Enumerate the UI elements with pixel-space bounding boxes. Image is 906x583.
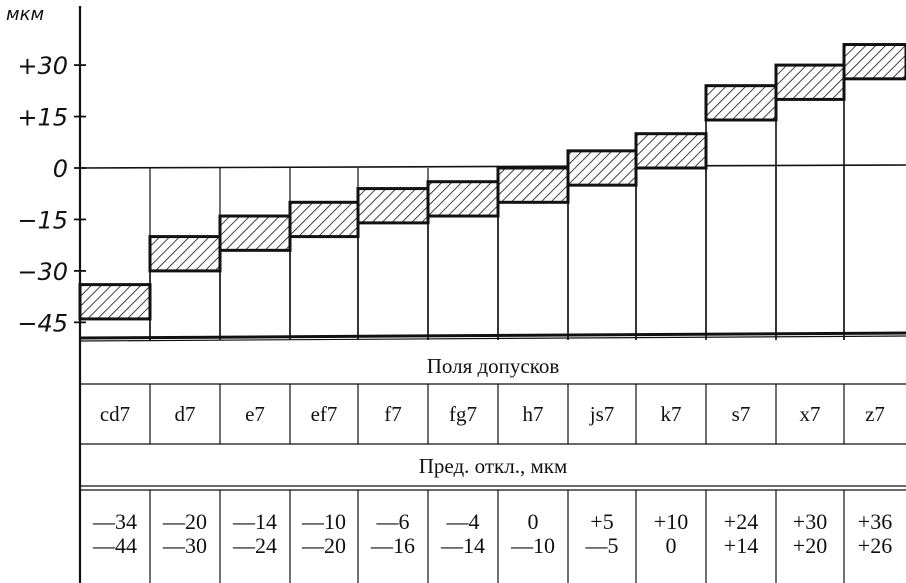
deviation-cell: —34 —44 — [80, 508, 150, 564]
field-name-cell: fg7 — [449, 402, 477, 426]
tolerance-field-bar — [148, 235, 222, 273]
lower-deviation: +26 — [857, 533, 893, 558]
deviation-cell: —4 —14 — [428, 508, 498, 564]
deviation-cell: 0 —10 — [498, 508, 568, 564]
upper-deviation: —20 — [163, 509, 207, 534]
deviations-row: —34 —44 —20 —30 —14 —24 —10 —20 —6 —16 —4 —14 0 —10 +5… — [80, 508, 906, 564]
lower-deviation: —14 — [441, 533, 485, 558]
deviation-cell: —14 —24 — [220, 508, 290, 564]
upper-deviation: +5 — [590, 509, 614, 534]
tolerance-field-bar — [78, 283, 152, 321]
field-name-cell: d7 — [174, 402, 196, 426]
tolerance-field-bar — [634, 132, 708, 170]
lower-deviation: —20 — [302, 533, 346, 558]
tolerance-field-bar — [218, 214, 292, 252]
diagram-baseline-inner — [79, 335, 906, 342]
deviation-cell: —10 —20 — [290, 508, 358, 564]
upper-deviation: —4 — [446, 509, 480, 534]
y-axis-unit: мкм — [6, 4, 44, 25]
field-name-cell: js7 — [589, 402, 615, 426]
deviation-cell: +10 0 — [636, 508, 706, 564]
tolerance-field-bar — [774, 63, 846, 101]
y-tick-label: −15 — [17, 206, 68, 234]
lower-deviation: —10 — [511, 533, 555, 558]
zero-line — [79, 164, 906, 169]
tolerance-field-bar — [288, 200, 360, 239]
field-name-cell: h7 — [522, 402, 544, 426]
field-name-cell: s7 — [731, 402, 751, 426]
deviation-cell: —20 —30 — [150, 508, 220, 564]
y-tick-label: +30 — [17, 52, 68, 80]
field-name-cell: k7 — [660, 402, 682, 426]
upper-deviation: —6 — [376, 509, 410, 534]
tolerance-field-bar — [704, 84, 778, 122]
deviation-cell: +30 +20 — [776, 508, 844, 564]
field-name-cell: x7 — [799, 402, 821, 426]
upper-deviation: —10 — [302, 509, 346, 534]
tolerance-field-bar — [842, 43, 906, 81]
y-tick-label: +15 — [17, 104, 68, 132]
upper-deviation: +36 — [857, 509, 893, 534]
upper-deviation: —14 — [233, 509, 277, 534]
deviation-cell: +24 +14 — [706, 508, 776, 564]
tolerance-field-bar — [426, 180, 500, 218]
fields-caption: Поля допусков — [426, 354, 560, 378]
lower-deviation: +14 — [723, 533, 759, 558]
lower-deviation: —30 — [163, 533, 207, 558]
deviations-caption: Пред. откл., мкм — [418, 454, 568, 478]
lower-deviation: —5 — [585, 533, 619, 558]
y-tick-label: 0 — [53, 155, 68, 183]
deviation-cell: +5 —5 — [568, 508, 636, 564]
y-tick-label: −30 — [17, 258, 68, 286]
deviation-cell: +36 +26 — [844, 508, 906, 564]
lower-deviation: —16 — [371, 533, 415, 558]
tolerance-field-bar — [496, 166, 570, 204]
y-tick-label: −45 — [17, 309, 68, 337]
upper-deviation: +10 — [653, 509, 689, 534]
upper-deviation: 0 — [527, 509, 539, 534]
lower-deviation: 0 — [665, 533, 677, 558]
lower-deviation: +20 — [792, 533, 828, 558]
lower-deviation: —44 — [93, 533, 137, 558]
field-name-cell: f7 — [384, 402, 402, 426]
field-names-row: cd7 d7 e7 ef7 f7 fg7 h7 js7 k7 s7 x7 z7 — [80, 384, 906, 444]
tolerance-field-bar — [356, 187, 430, 225]
field-name-cell: ef7 — [310, 402, 338, 426]
upper-deviation: +24 — [723, 509, 759, 534]
upper-deviation: —34 — [93, 509, 137, 534]
deviation-cell: —6 —16 — [358, 508, 428, 564]
field-name-cell: cd7 — [99, 402, 131, 426]
lower-deviation: —24 — [233, 533, 277, 558]
upper-deviation: +30 — [792, 509, 828, 534]
tolerance-field-bar — [566, 149, 638, 187]
diagram-baseline — [79, 331, 906, 340]
field-name-cell: z7 — [865, 402, 885, 426]
field-name-cell: e7 — [245, 402, 265, 426]
